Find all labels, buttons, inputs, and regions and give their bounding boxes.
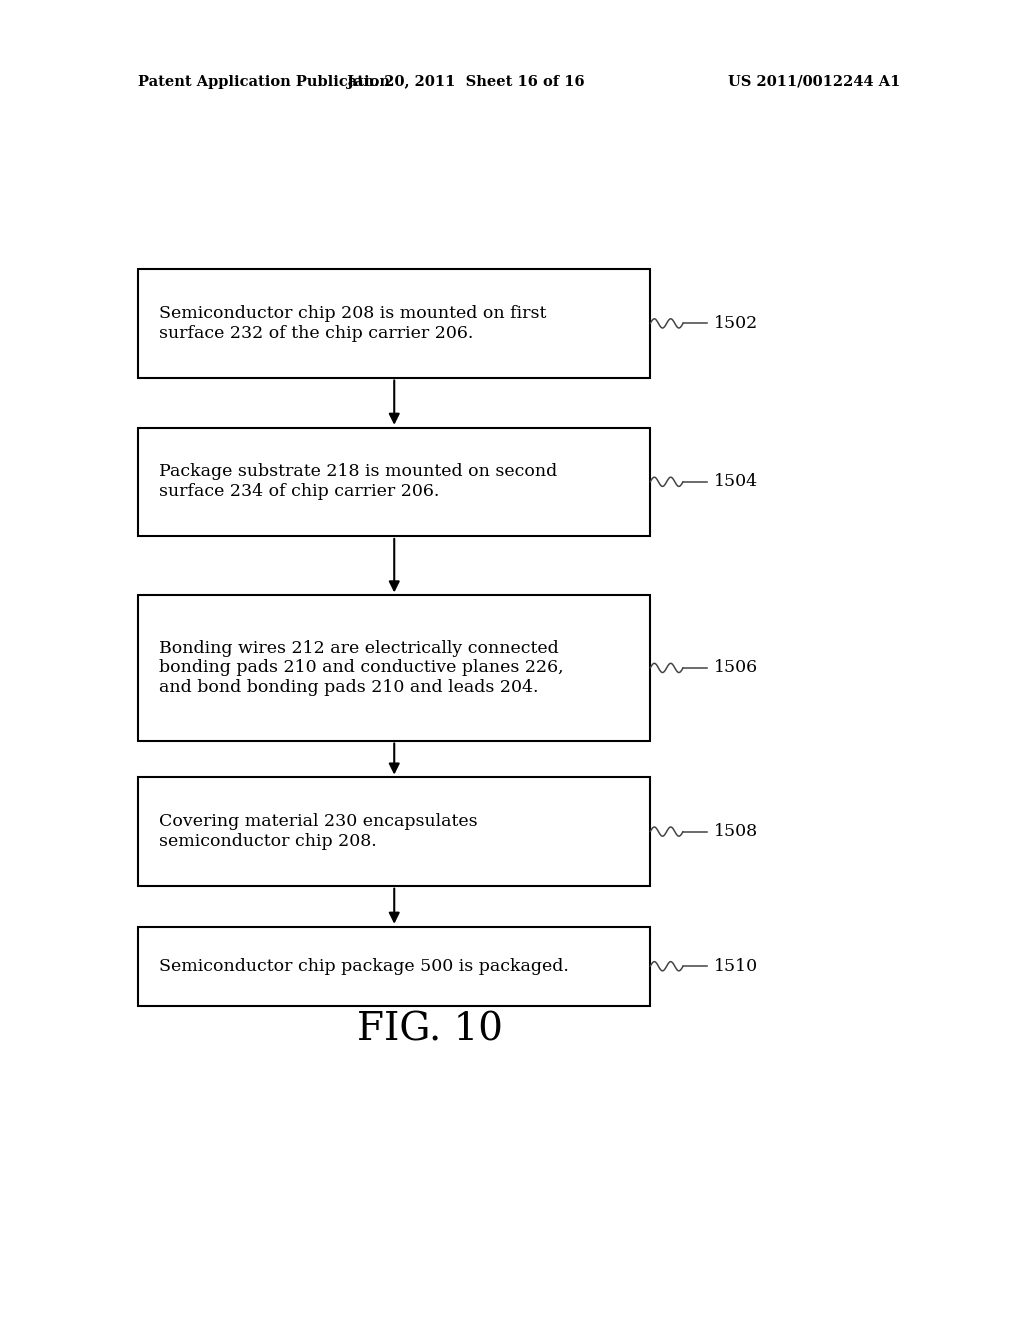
Text: Bonding wires 212 are electrically connected
bonding pads 210 and conductive pla: Bonding wires 212 are electrically conne… [159,640,563,696]
FancyBboxPatch shape [138,428,650,536]
Text: Semiconductor chip package 500 is packaged.: Semiconductor chip package 500 is packag… [159,958,568,974]
FancyBboxPatch shape [138,269,650,378]
Text: 1506: 1506 [714,660,758,676]
Text: 1508: 1508 [714,824,758,840]
Text: 1510: 1510 [714,958,758,974]
Text: Jan. 20, 2011  Sheet 16 of 16: Jan. 20, 2011 Sheet 16 of 16 [347,75,585,88]
Text: Covering material 230 encapsulates
semiconductor chip 208.: Covering material 230 encapsulates semic… [159,813,477,850]
FancyBboxPatch shape [138,777,650,886]
FancyBboxPatch shape [138,927,650,1006]
Text: US 2011/0012244 A1: US 2011/0012244 A1 [728,75,900,88]
Text: Semiconductor chip 208 is mounted on first
surface 232 of the chip carrier 206.: Semiconductor chip 208 is mounted on fir… [159,305,546,342]
Text: 1504: 1504 [714,474,758,490]
Text: FIG. 10: FIG. 10 [357,1011,503,1048]
Text: 1502: 1502 [714,315,758,331]
Text: Patent Application Publication: Patent Application Publication [138,75,390,88]
FancyBboxPatch shape [138,595,650,741]
Text: Package substrate 218 is mounted on second
surface 234 of chip carrier 206.: Package substrate 218 is mounted on seco… [159,463,557,500]
